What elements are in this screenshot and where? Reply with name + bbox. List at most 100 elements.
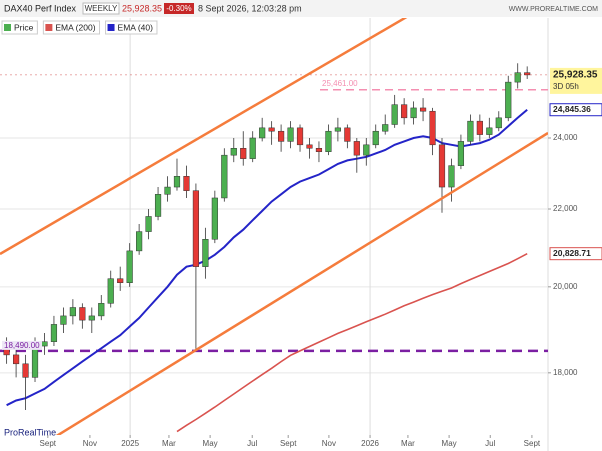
candle-body [145, 216, 152, 232]
y-tick-label: 20,000 [553, 282, 578, 291]
candle-body [202, 239, 209, 267]
candle-body [164, 186, 171, 195]
candle-body [334, 127, 341, 132]
candle-body [98, 303, 105, 317]
x-tick-label: May [442, 439, 457, 448]
chart-title: DAX40 Perf Index [4, 3, 77, 13]
candle-body [401, 104, 408, 119]
candle-body [486, 127, 493, 135]
candle-body [344, 127, 351, 142]
candle-body [88, 315, 95, 321]
candle-body [230, 148, 237, 156]
ema-line [176, 252, 528, 433]
candle-body [315, 148, 323, 152]
candle-body [448, 165, 455, 188]
datetime: 8 Sept 2026, 12:03:28 pm [198, 3, 302, 13]
candle-body [353, 141, 360, 156]
candle-body [31, 345, 39, 378]
price-tag: 25,928.35 [553, 70, 598, 81]
candle-body [154, 194, 162, 217]
x-tick-label: Jul [247, 439, 257, 448]
x-tick-label: Jul [485, 439, 495, 448]
candle-body [221, 154, 228, 199]
channel-lower [55, 131, 548, 435]
y-tick-label: 18,000 [553, 368, 578, 377]
x-tick-label: Nov [83, 439, 97, 448]
level-label: 18,490.00 [4, 341, 40, 350]
x-tick-label: 2025 [121, 439, 139, 448]
watermark: ProRealTime [4, 427, 56, 437]
candle-body [240, 148, 247, 159]
candle-body [363, 144, 370, 156]
legend-label: EMA (40) [118, 22, 154, 32]
y-tick-label: 24,000 [553, 133, 578, 142]
x-tick-label: Nov [322, 439, 336, 448]
candle-body [173, 176, 181, 188]
candle-body [126, 250, 133, 283]
candle-body [211, 197, 218, 240]
legend-swatch [107, 24, 115, 31]
candle-body [69, 307, 76, 317]
candle-body [438, 144, 446, 188]
legend-swatch [45, 24, 53, 31]
candle-body [296, 127, 304, 146]
x-tick-label: Sept [40, 439, 57, 448]
candle-body [192, 190, 200, 267]
countdown: 3D 05h [553, 82, 579, 91]
legend-box [105, 20, 158, 35]
candle-body [183, 176, 190, 191]
drawings [0, 18, 548, 435]
y-tick-label: 22,000 [553, 204, 578, 213]
candle-body [410, 107, 417, 119]
x-tick-label: 2026 [361, 439, 379, 448]
candle-body [325, 130, 332, 152]
change: -0.30% [166, 4, 191, 13]
legend-swatch [4, 24, 11, 31]
candle-body [136, 231, 143, 252]
candle-body [524, 72, 531, 76]
period: WEEKLY [85, 4, 118, 13]
candle-body [429, 110, 436, 146]
candle-body [457, 141, 465, 166]
candle-body [495, 117, 502, 129]
ema-line [6, 108, 528, 407]
plot-area [0, 18, 548, 435]
ema-tag: 24,845.36 [553, 104, 591, 114]
x-tick-label: Mar [401, 439, 415, 448]
level-label: 25,461.00 [322, 79, 358, 88]
x-tick-label: Sept [280, 439, 297, 448]
candle-body [13, 354, 20, 365]
x-tick-label: Mar [162, 439, 176, 448]
legend-label: Price [14, 22, 34, 32]
candle-body [372, 130, 379, 146]
x-tick-label: Sept [524, 439, 541, 448]
change-box [164, 3, 194, 14]
candle-body [259, 127, 266, 139]
candle-body [287, 127, 294, 142]
ema-tag: 20,828.71 [553, 248, 591, 258]
candle-body [268, 127, 275, 132]
candle-body [391, 104, 398, 125]
ema-tag-box [549, 247, 602, 261]
header-bar [0, 0, 602, 17]
candle-body [419, 107, 427, 112]
candle-body [79, 307, 86, 321]
site: WWW.PROREALTIME.COM [509, 6, 598, 13]
legend-label: EMA (200) [55, 22, 95, 32]
candle-body [306, 144, 313, 149]
price-tag-box [550, 67, 602, 94]
candle-body [382, 124, 389, 132]
candle-body [22, 363, 29, 378]
candle-body [107, 278, 114, 304]
candle-body [278, 130, 285, 142]
candle-body [514, 72, 521, 83]
legend-box [42, 20, 101, 35]
header-price: 25,928.35 [122, 3, 162, 13]
candle-body [467, 120, 474, 142]
candle-body [249, 137, 256, 159]
candle-body [505, 81, 512, 119]
candle-body [117, 278, 124, 283]
candle-body [476, 120, 483, 135]
